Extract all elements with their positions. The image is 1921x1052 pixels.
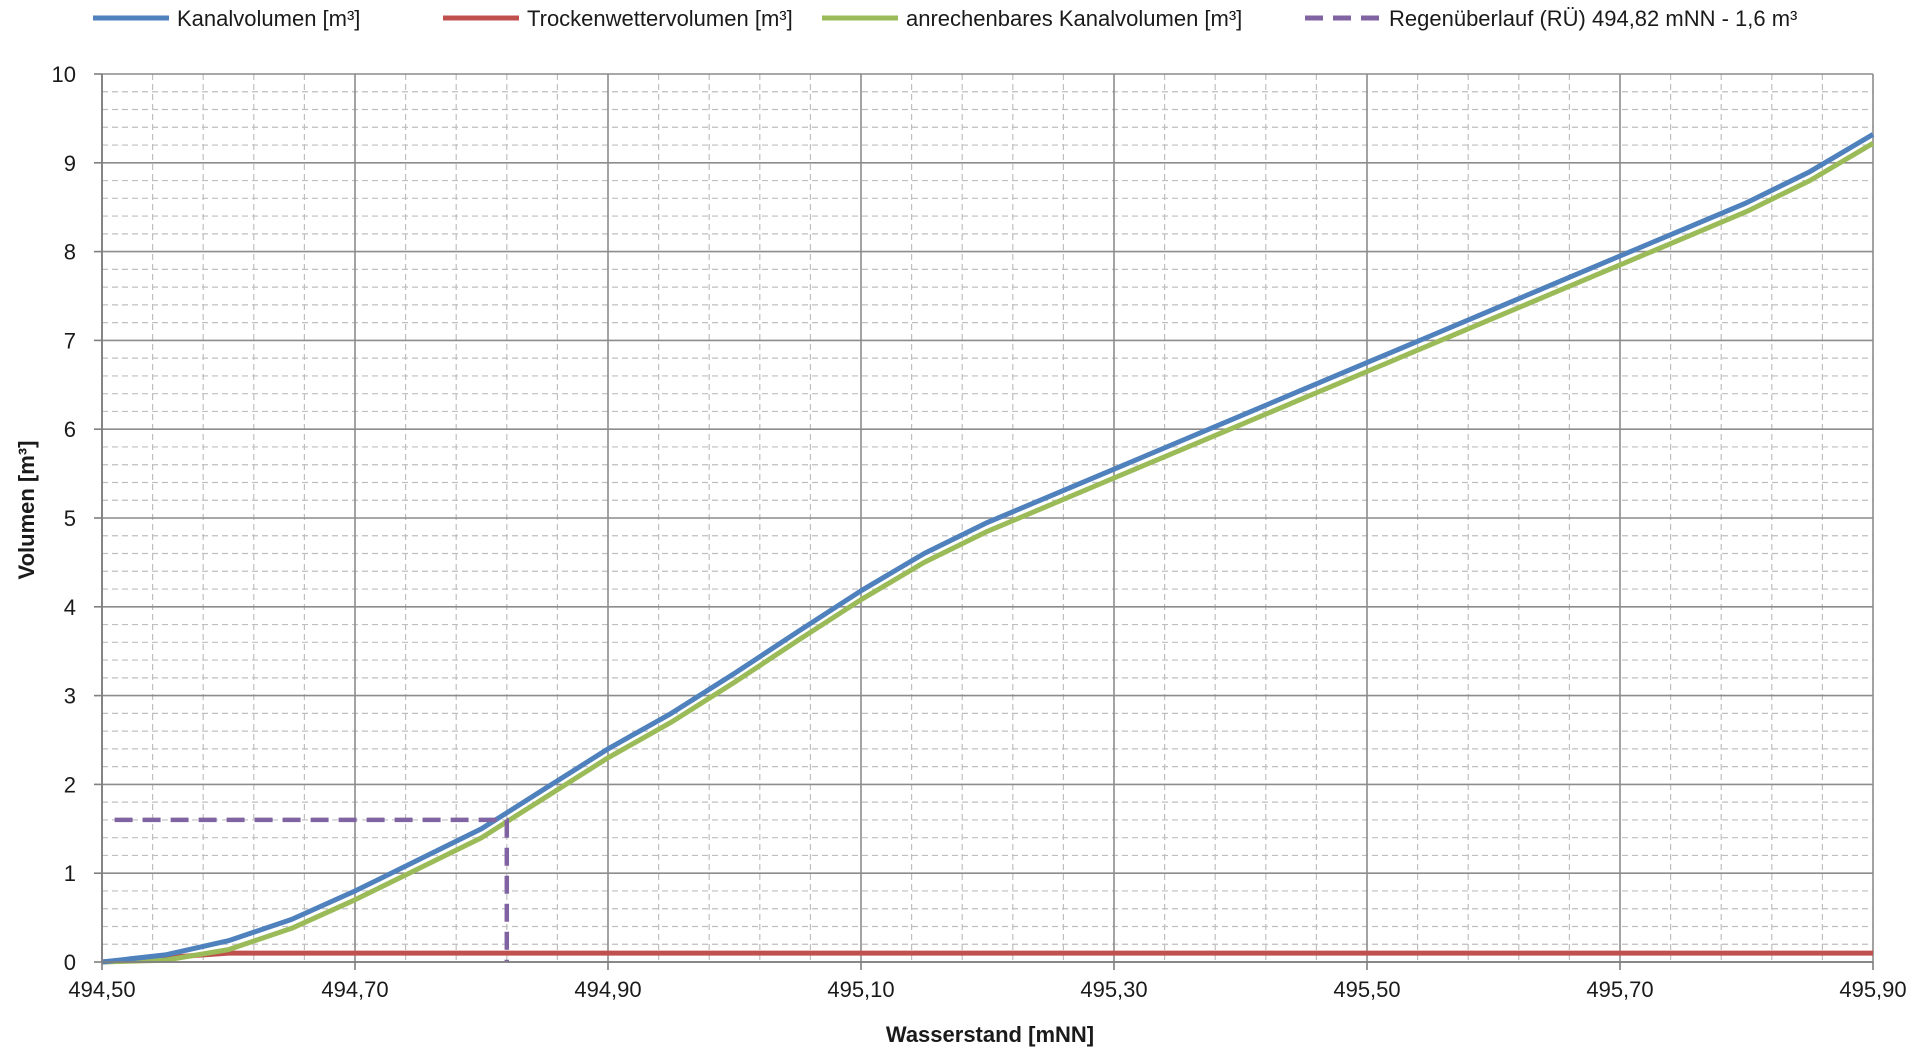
y-tick-label: 4	[64, 595, 76, 620]
y-tick-label: 5	[64, 506, 76, 531]
y-tick-label: 10	[52, 62, 76, 87]
y-tick-label: 6	[64, 417, 76, 442]
grid-major	[101, 73, 1874, 963]
y-tick-label: 9	[64, 151, 76, 176]
legend-label: anrechenbares Kanalvolumen [m³]	[906, 6, 1242, 31]
y-tick-label: 8	[64, 240, 76, 265]
x-tick-label: 494,70	[321, 977, 388, 1002]
x-axis-title: Wasserstand [mNN]	[886, 1022, 1094, 1047]
series-regenueberlauf	[114, 817, 510, 962]
x-tick-label: 495,50	[1333, 977, 1400, 1002]
grid-minor	[102, 74, 1873, 962]
y-tick-label: 7	[64, 328, 76, 353]
tick-labels: 494,50 494,70 494,90 495,10 495,30 495,50 495,…	[52, 62, 1907, 1002]
legend-label: Kanalvolumen [m³]	[177, 6, 360, 31]
x-tick-label: 495,90	[1839, 977, 1906, 1002]
x-tick-label: 495,10	[827, 977, 894, 1002]
series-trockenwettervolumen	[101, 950, 1873, 965]
x-tick-label: 495,70	[1586, 977, 1653, 1002]
series-kanalvolumen	[101, 132, 1875, 965]
y-tick-label: 1	[64, 861, 76, 886]
axes	[94, 73, 1874, 970]
y-tick-label: 3	[64, 684, 76, 709]
series-anrechenbares-kanalvolumen	[101, 141, 1875, 965]
legend-label: Trockenwettervolumen [m³]	[527, 6, 793, 31]
x-tick-label: 495,30	[1080, 977, 1147, 1002]
y-tick-label: 2	[64, 772, 76, 797]
x-tick-label: 494,50	[68, 977, 135, 1002]
series-layer	[101, 132, 1875, 965]
y-tick-label: 0	[64, 950, 76, 975]
x-tick-label: 494,90	[574, 977, 641, 1002]
legend: Kanalvolumen [m³] Trockenwettervolumen [m…	[93, 6, 1797, 31]
y-axis-title: Volumen [m³]	[14, 441, 39, 580]
legend-label: Regenüberlauf (RÜ) 494,82 mNN - 1,6 m³	[1389, 6, 1797, 31]
